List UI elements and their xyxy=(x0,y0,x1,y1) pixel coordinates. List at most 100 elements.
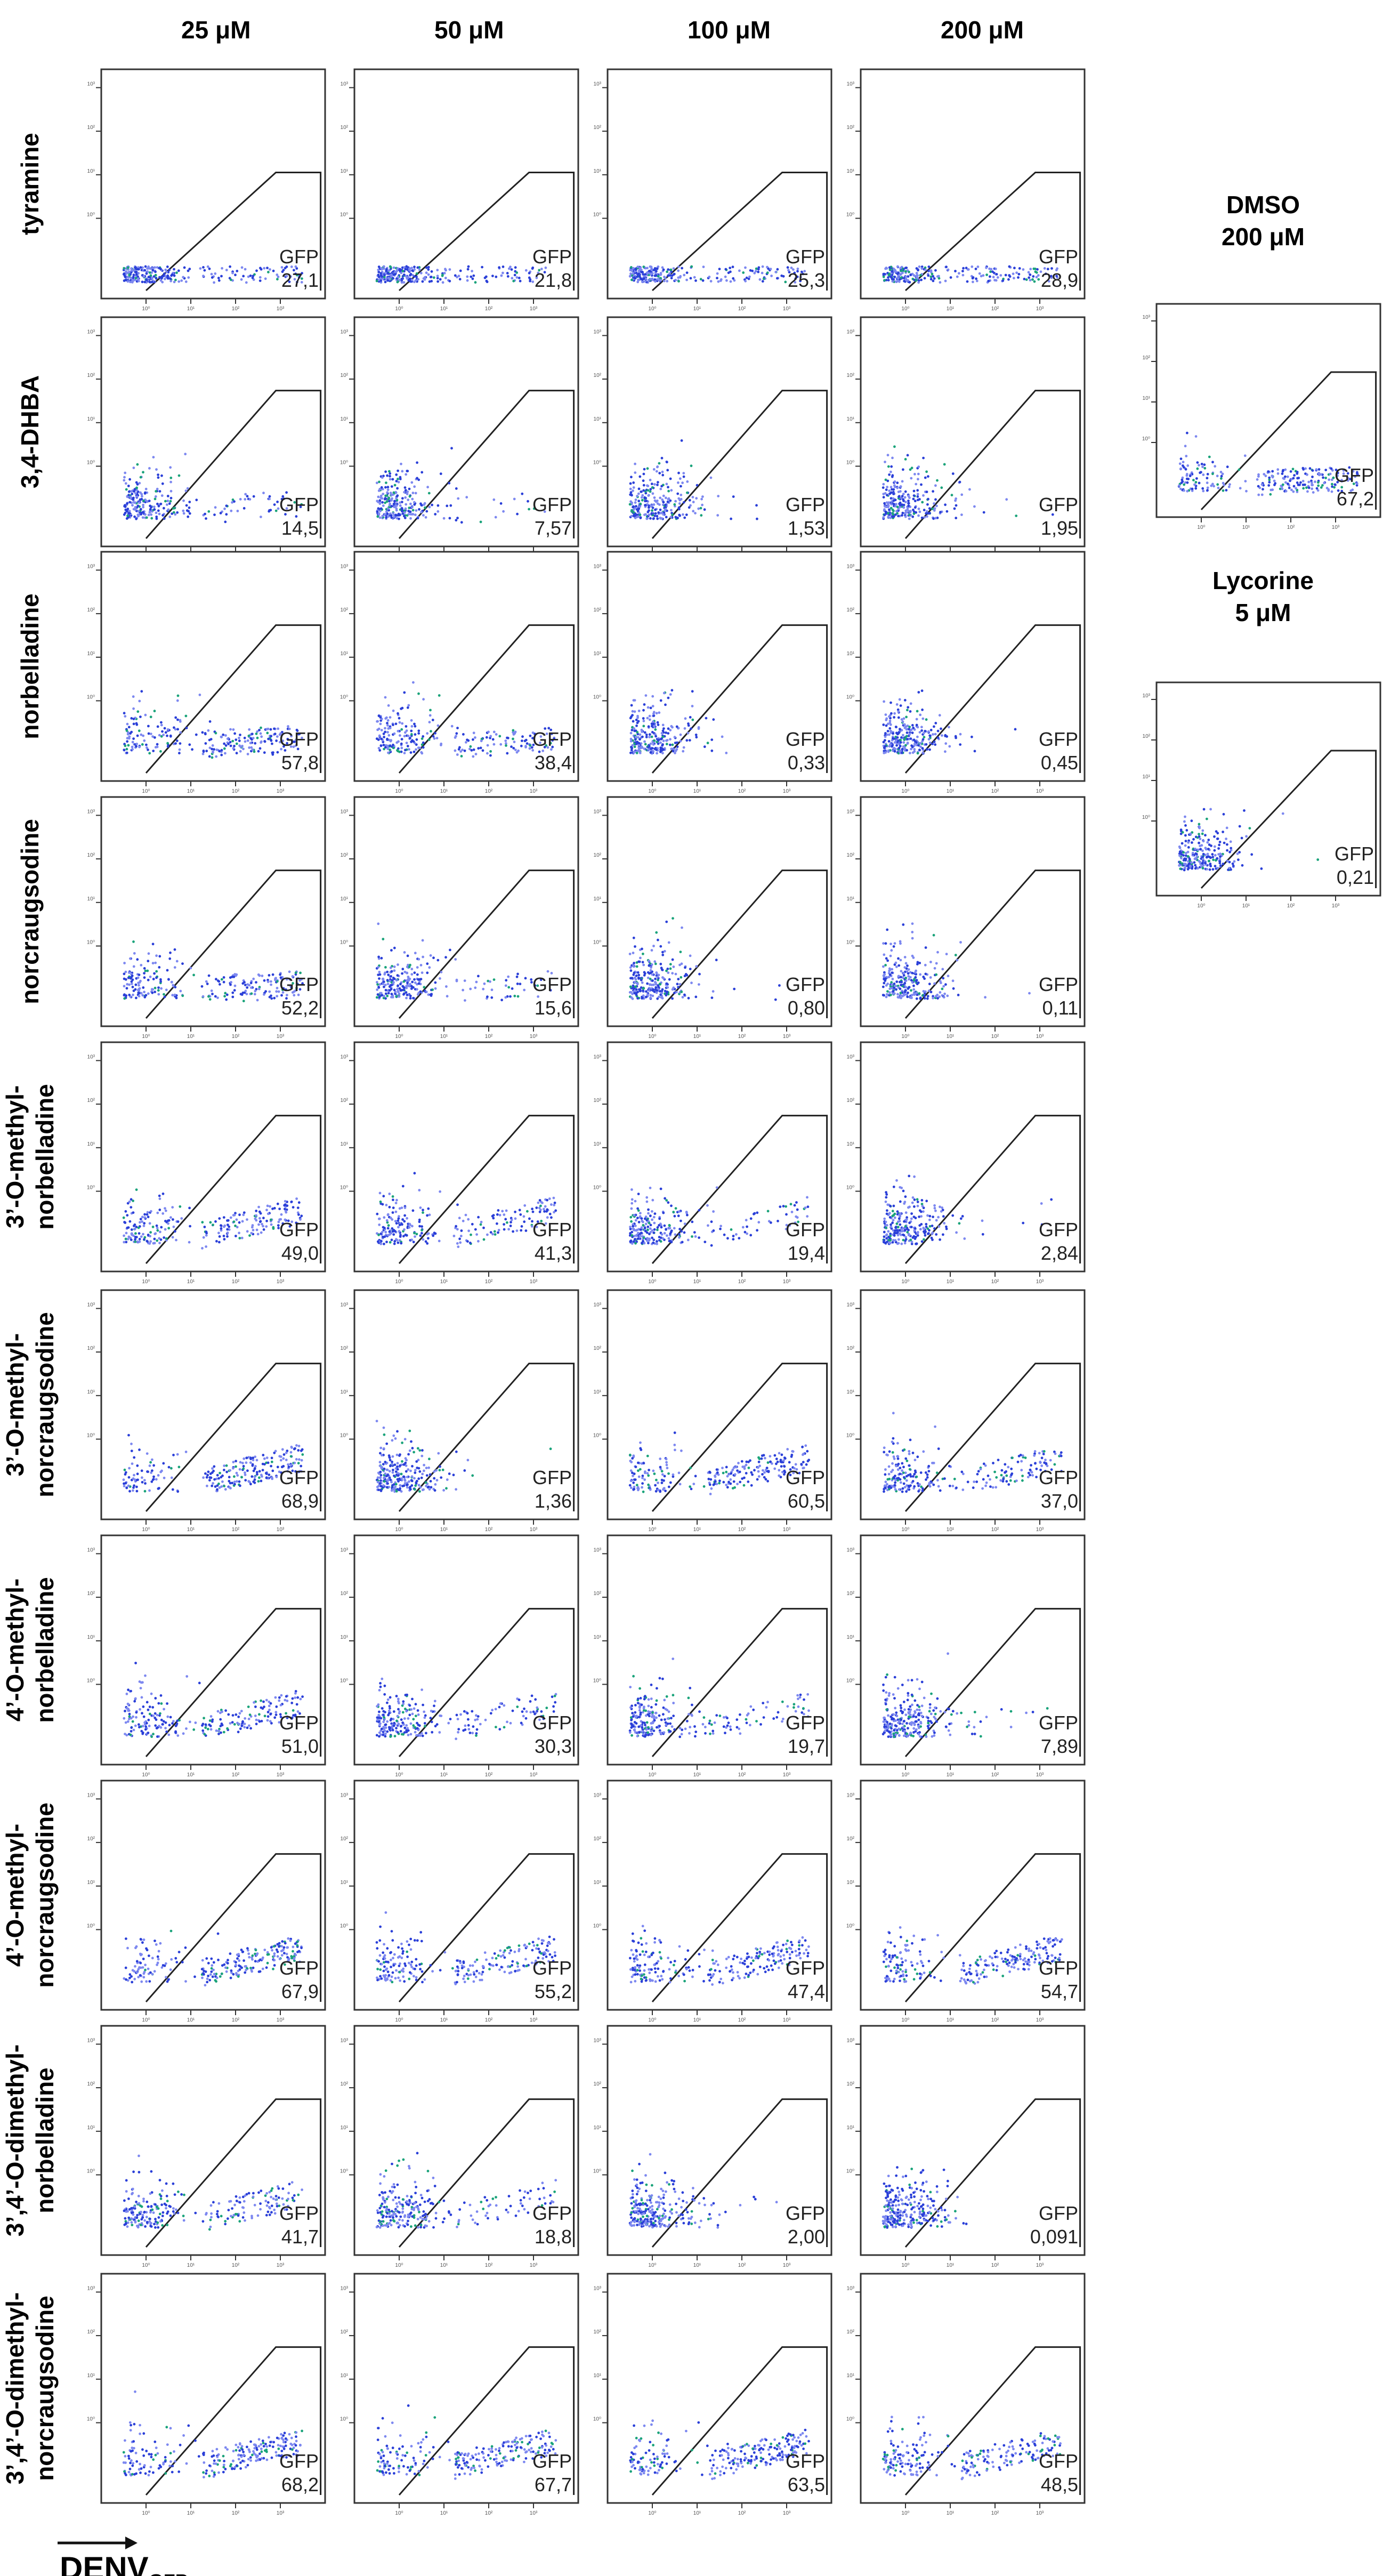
event-point xyxy=(386,722,389,724)
event-point xyxy=(201,1221,204,1224)
event-point xyxy=(911,922,914,925)
event-point xyxy=(392,1198,394,1202)
event-point xyxy=(499,743,503,746)
event-point xyxy=(906,454,909,457)
event-point xyxy=(155,511,158,514)
event-point xyxy=(753,271,756,275)
event-point xyxy=(671,958,674,961)
event-point xyxy=(641,961,644,964)
event-point xyxy=(669,967,672,970)
event-point xyxy=(916,498,919,502)
y-tick-label: 10¹ xyxy=(341,168,349,174)
event-point xyxy=(402,273,406,276)
event-point xyxy=(274,509,278,512)
event-point xyxy=(511,987,514,990)
event-point xyxy=(699,278,702,281)
event-point xyxy=(633,699,636,702)
event-point xyxy=(705,717,708,720)
event-point xyxy=(897,710,900,713)
event-point xyxy=(647,725,650,728)
event-point xyxy=(512,729,515,732)
event-point xyxy=(446,995,449,998)
event-point xyxy=(902,923,905,926)
event-point xyxy=(149,715,152,719)
event-point xyxy=(375,481,378,485)
event-point xyxy=(133,1223,136,1226)
event-point xyxy=(173,966,176,969)
x-tick-label: 10⁰ xyxy=(648,1034,656,1040)
event-point xyxy=(666,991,669,993)
event-point xyxy=(154,495,157,498)
event-point xyxy=(641,271,644,274)
event-point xyxy=(922,731,925,735)
event-point xyxy=(646,511,650,513)
event-point xyxy=(387,704,390,707)
event-point xyxy=(883,505,886,508)
event-point xyxy=(131,493,134,495)
event-point xyxy=(420,504,423,507)
event-point xyxy=(941,968,944,971)
event-point xyxy=(244,989,247,993)
y-tick-label: 10¹ xyxy=(87,168,95,174)
y-tick-label: 10² xyxy=(847,607,855,613)
y-tick-label: 10² xyxy=(341,607,349,613)
event-point xyxy=(153,497,157,501)
event-point xyxy=(647,278,650,281)
event-point xyxy=(659,748,662,751)
event-point xyxy=(466,268,470,271)
event-point xyxy=(240,278,243,281)
event-point xyxy=(246,495,249,498)
event-point xyxy=(1055,275,1058,277)
event-point xyxy=(886,479,889,482)
event-point xyxy=(153,736,156,739)
event-point xyxy=(143,269,147,272)
event-point xyxy=(130,1206,133,1209)
event-point xyxy=(417,978,420,981)
event-point xyxy=(732,277,735,280)
event-point xyxy=(125,1231,128,1235)
event-point xyxy=(882,740,885,744)
event-point xyxy=(677,269,680,272)
event-point xyxy=(465,496,468,499)
event-point xyxy=(548,1212,552,1215)
event-point xyxy=(174,728,177,731)
event-point xyxy=(281,495,285,498)
event-point xyxy=(161,514,164,517)
event-point xyxy=(900,718,903,721)
event-point xyxy=(242,275,245,278)
event-point xyxy=(751,269,754,272)
event-point xyxy=(634,498,637,501)
y-tick-label: 10² xyxy=(847,125,855,131)
event-point xyxy=(153,1237,156,1241)
event-point xyxy=(397,712,399,715)
event-point xyxy=(950,494,953,497)
event-point xyxy=(644,273,647,276)
event-point xyxy=(248,1234,251,1237)
event-point xyxy=(252,977,255,980)
event-point xyxy=(416,477,418,480)
event-point xyxy=(218,1235,221,1238)
event-point xyxy=(1035,271,1038,274)
event-point xyxy=(393,500,396,503)
event-point xyxy=(148,280,151,284)
event-point xyxy=(218,1241,221,1244)
event-point xyxy=(284,267,287,270)
event-point xyxy=(169,480,172,484)
event-point xyxy=(538,269,541,272)
event-point xyxy=(136,710,140,713)
event-point xyxy=(166,495,169,497)
event-point xyxy=(895,980,899,983)
event-point xyxy=(515,751,519,754)
y-tick-label: 10² xyxy=(594,852,602,858)
event-point xyxy=(385,516,388,519)
event-point xyxy=(223,1224,227,1227)
event-point xyxy=(220,735,223,738)
event-point xyxy=(904,515,907,518)
event-point xyxy=(905,715,908,719)
event-point xyxy=(208,738,211,742)
event-point xyxy=(248,746,251,749)
event-point xyxy=(420,511,423,513)
event-point xyxy=(160,494,164,497)
x-tick-label: 10² xyxy=(232,788,240,794)
event-point xyxy=(380,737,383,740)
